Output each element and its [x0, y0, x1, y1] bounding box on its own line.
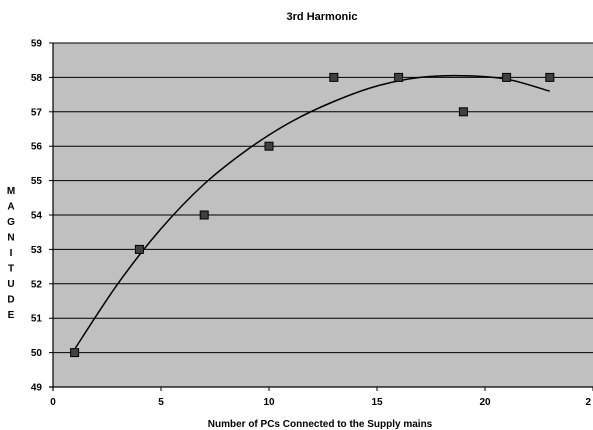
y-axis-label-letter: U [7, 279, 14, 290]
y-tick-label: 52 [31, 279, 43, 290]
x-tick-label: 5 [158, 397, 164, 408]
y-axis-label-letter: G [7, 217, 15, 228]
data-points [70, 72, 555, 358]
data-point [70, 348, 80, 358]
x-tick-label: 0 [50, 397, 56, 408]
y-tick-label: 51 [31, 314, 43, 325]
y-axis-label-letter: D [7, 295, 14, 306]
data-point [134, 244, 144, 254]
y-axis-label-letter: I [10, 248, 13, 259]
y-tick-label: 56 [31, 142, 43, 153]
x-axis-label: Number of PCs Connected to the Supply ma… [208, 419, 433, 430]
chart-title: 3rd Harmonic [287, 11, 358, 23]
data-point [264, 141, 274, 151]
axes [49, 42, 593, 391]
trendline [73, 74, 551, 350]
data-point [329, 72, 339, 82]
y-tick-label: 53 [31, 245, 43, 256]
y-tick-label: 50 [31, 348, 43, 359]
y-tick-labels: 49 50 51 52 53 54 55 56 57 58 59 [31, 39, 43, 394]
data-point [199, 210, 209, 220]
y-axis-label-letter: A [7, 202, 14, 213]
x-tick-label: 10 [263, 397, 275, 408]
y-tick-label: 58 [31, 73, 43, 84]
data-point [394, 72, 404, 82]
y-tick-label: 54 [31, 211, 43, 222]
data-point [545, 72, 555, 82]
y-axis-label-letter: T [8, 264, 14, 275]
x-tick-label: 20 [479, 397, 491, 408]
y-axis-label-letter: E [8, 310, 15, 321]
y-tick-label: 55 [31, 176, 43, 187]
y-tick-label: 57 [31, 107, 43, 118]
x-tick-label: 15 [371, 397, 383, 408]
x-tick-label: 2 [585, 397, 591, 408]
y-tick-label: 49 [31, 383, 43, 394]
y-axis-label-letter: M [7, 186, 15, 197]
y-axis-label-letter: N [7, 233, 14, 244]
data-point [502, 72, 512, 82]
y-tick-label: 59 [31, 39, 43, 50]
data-point [458, 107, 468, 117]
x-tick-labels: 0 5 10 15 20 2 [50, 397, 591, 408]
